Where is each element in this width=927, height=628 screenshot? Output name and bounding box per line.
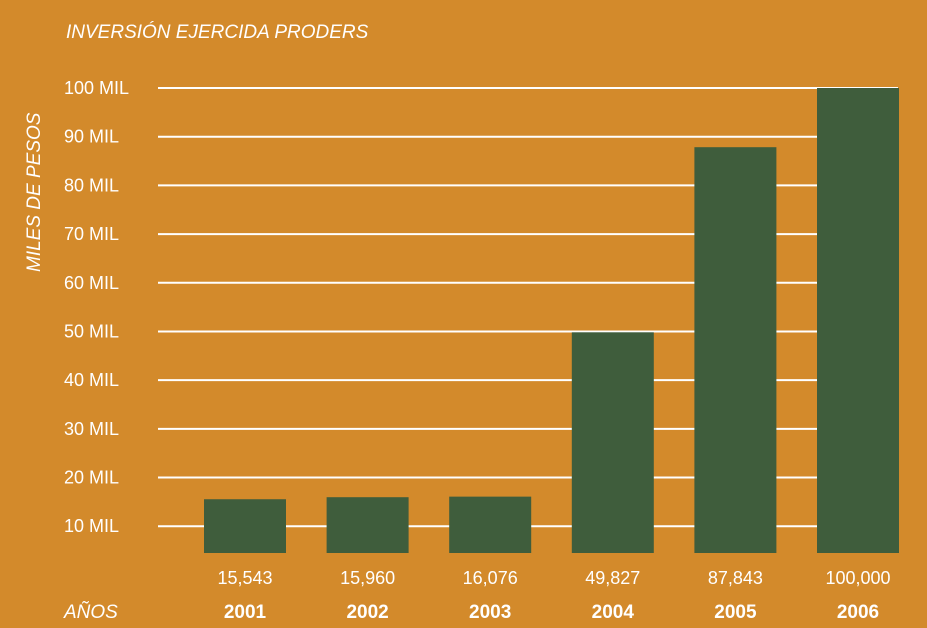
gridlines xyxy=(158,87,898,528)
y-tick-label: 10 MIL xyxy=(64,516,119,536)
y-tick-label: 80 MIL xyxy=(64,175,119,195)
y-tick-label: 60 MIL xyxy=(64,273,119,293)
category-label-2004: 2004 xyxy=(592,602,635,623)
category-labels: 2001 2002 2003 2004 2005 2006 xyxy=(224,602,879,623)
category-label-2001: 2001 xyxy=(224,602,267,623)
y-tick-label: 30 MIL xyxy=(64,419,119,439)
category-label-2006: 2006 xyxy=(837,602,879,623)
y-tick-labels: 10 MIL 20 MIL 30 MIL 40 MIL 50 MIL 60 MIL 70 M… xyxy=(64,78,129,536)
bars xyxy=(204,88,899,553)
y-tick-label: 90 MIL xyxy=(64,127,119,147)
bar-2004 xyxy=(571,332,654,553)
value-labels: 15,543 15,960 16,076 49,827 87,843 100,000 xyxy=(217,568,890,588)
value-label-2006: 100,000 xyxy=(825,568,890,588)
x-axis-label: AÑOS xyxy=(63,601,118,623)
bar-2005 xyxy=(694,147,777,553)
bar-2002 xyxy=(326,497,409,553)
chart-title: INVERSIÓN EJERCIDA PRODERS xyxy=(66,21,369,43)
value-label-2001: 15,543 xyxy=(217,568,272,588)
value-label-2003: 16,076 xyxy=(463,568,518,588)
value-label-2002: 15,960 xyxy=(340,568,395,588)
category-label-2005: 2005 xyxy=(714,602,757,623)
bar-2001 xyxy=(204,499,286,553)
y-axis-label: MILES DE PESOS xyxy=(24,112,45,272)
value-label-2005: 87,843 xyxy=(708,568,763,588)
category-label-2002: 2002 xyxy=(346,602,388,623)
category-label-2003: 2003 xyxy=(469,602,511,623)
value-label-2004: 49,827 xyxy=(585,568,640,588)
y-tick-label: 70 MIL xyxy=(64,224,119,244)
y-tick-label: 100 MIL xyxy=(64,78,129,98)
y-tick-label: 40 MIL xyxy=(64,370,119,390)
y-tick-label: 50 MIL xyxy=(64,321,119,341)
bar-2006 xyxy=(817,88,899,553)
bar-2003 xyxy=(449,496,532,553)
y-tick-label: 20 MIL xyxy=(64,468,119,488)
